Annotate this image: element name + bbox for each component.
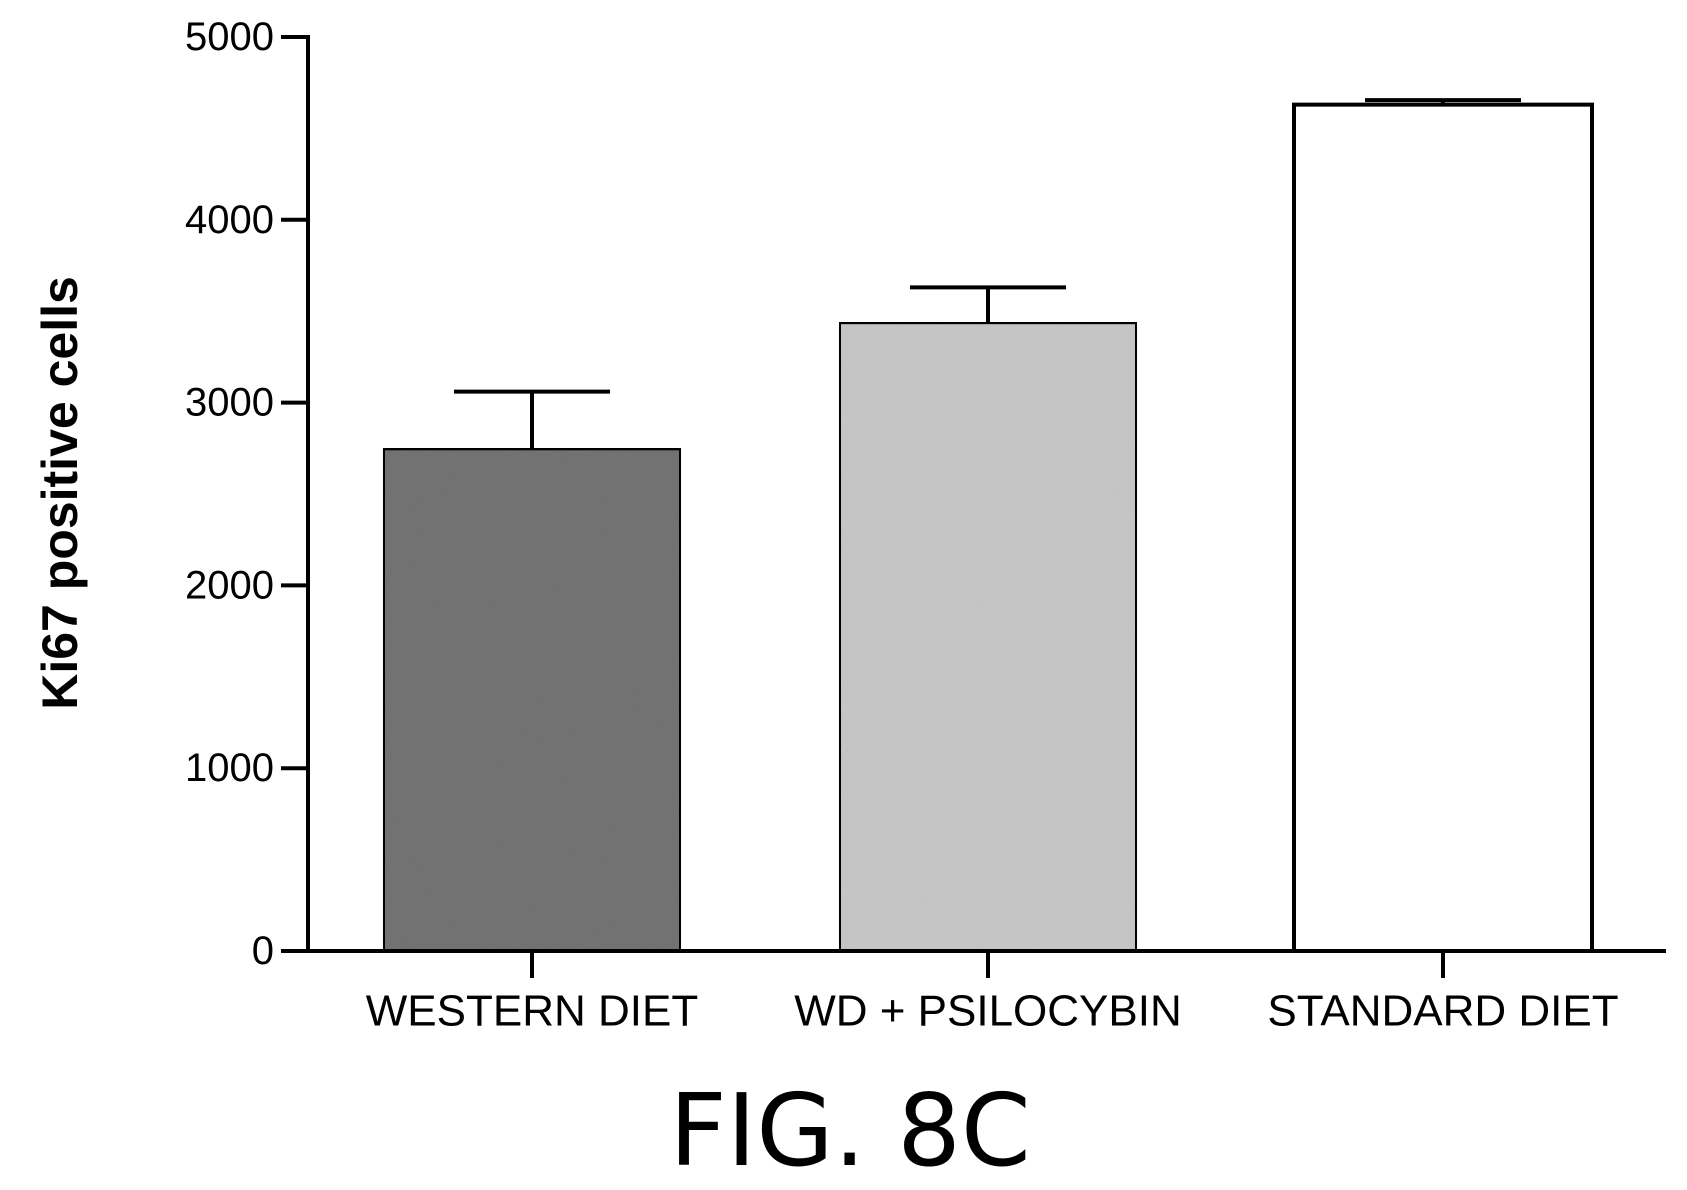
x-axis-labels: WESTERN DIET WD + PSILOCYBIN STANDARD DIET [366,951,1619,1036]
bar-group [1292,98,1594,954]
y-tick-label: 2000 [185,563,274,607]
y-axis-label: Ki67 positive cells [32,276,88,710]
y-axis-ticks: 0 1000 2000 3000 4000 5000 [185,15,308,973]
bar [837,320,1139,953]
y-tick-label: 5000 [185,15,274,59]
y-tick-label: 0 [252,929,274,973]
bar-group [837,285,1139,953]
y-tick-label: 4000 [185,198,274,242]
x-category-label: WD + PSILOCYBIN [794,987,1182,1036]
bars [381,98,1594,954]
x-category-label: WESTERN DIET [366,987,698,1036]
figure-caption: FIG. 8C [669,1072,1031,1189]
x-category-label: STANDARD DIET [1267,987,1618,1036]
bar [381,446,683,953]
bar-group [381,389,683,953]
y-tick-label: 1000 [185,746,274,790]
y-tick-label: 3000 [185,381,274,425]
bar [1292,102,1594,954]
